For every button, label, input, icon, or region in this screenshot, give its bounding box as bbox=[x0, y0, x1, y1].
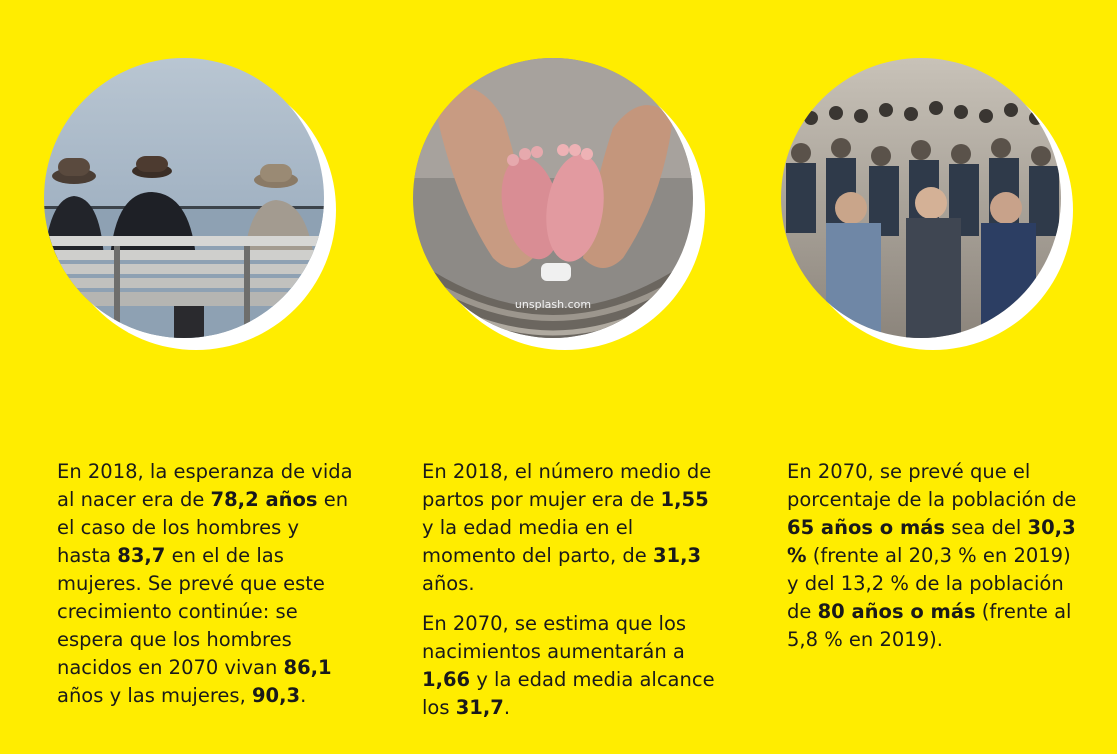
highlight-value: 65 años o más bbox=[787, 516, 946, 539]
aging-population-paragraph: En 2070, se prevé que el porcentaje de l… bbox=[787, 458, 1087, 654]
births-2070-paragraph: En 2070, se estima que los nacimientos a… bbox=[422, 610, 722, 722]
text-span: en el caso de los hombres y hasta bbox=[57, 488, 349, 567]
text-span: (frente al 5,8 % en 2019). bbox=[787, 600, 1072, 651]
baby-photo-frame: unsplash.com bbox=[413, 58, 705, 350]
text-span: años y las mujeres, bbox=[57, 684, 252, 707]
life-expectancy-paragraph: En 2018, la esperanza de vida al nacer e… bbox=[57, 458, 357, 710]
births-text: En 2018, el número medio de partos por m… bbox=[422, 458, 722, 734]
elderly-people-on-bench-photo bbox=[44, 58, 324, 338]
births-2018-paragraph: En 2018, el número medio de partos por m… bbox=[422, 458, 722, 598]
watermark-text: unsplash.com bbox=[514, 298, 592, 311]
text-span: En 2070, se estima que los nacimientos a… bbox=[422, 612, 687, 663]
highlight-value: 30,3 % bbox=[787, 516, 1076, 567]
highlight-value: 1,66 bbox=[422, 668, 471, 691]
crowd-on-street-photo bbox=[781, 58, 1061, 338]
highlight-value: 31,3 bbox=[652, 544, 702, 567]
text-span: y la edad media en el momento del parto,… bbox=[422, 516, 653, 567]
text-span: En 2070, se prevé que el porcentaje de l… bbox=[787, 460, 1077, 511]
highlight-value: 90,3 bbox=[251, 684, 301, 707]
highlight-value: 78,2 años bbox=[210, 488, 318, 511]
highlight-value: 80 años o más bbox=[817, 600, 976, 623]
highlight-value: 1,55 bbox=[660, 488, 709, 511]
baby-feet-in-hands-photo: unsplash.com bbox=[413, 58, 693, 338]
text-span: y la edad media alcance los bbox=[422, 668, 715, 719]
text-span: . bbox=[300, 684, 307, 707]
text-span: . bbox=[503, 696, 511, 719]
text-span: En 2018, la esperanza de vida al nacer e… bbox=[57, 460, 353, 511]
crowd-photo-frame bbox=[781, 58, 1073, 350]
highlight-value: 31,7 bbox=[455, 696, 504, 719]
highlight-value: 83,7 bbox=[117, 544, 166, 567]
text-span: En 2018, el número medio de partos por m… bbox=[422, 460, 712, 511]
text-span: años. bbox=[422, 572, 475, 595]
text-span: sea del bbox=[945, 516, 1028, 539]
text-span: en el de las mujeres. Se prevé que este … bbox=[57, 544, 325, 679]
text-span: (frente al 20,3 % en 2019) y del 13,2 % … bbox=[787, 544, 1071, 623]
highlight-value: 86,1 bbox=[283, 656, 332, 679]
population-text: En 2070, se prevé que el porcentaje de l… bbox=[787, 458, 1087, 666]
elderly-text: En 2018, la esperanza de vida al nacer e… bbox=[57, 458, 357, 722]
elderly-photo-frame bbox=[44, 58, 336, 350]
